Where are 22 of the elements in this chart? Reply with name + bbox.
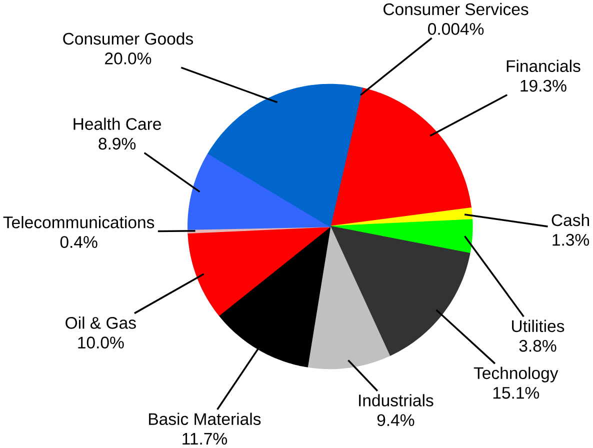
slice-label: Consumer Goods [63,32,193,45]
slice-label: Telecommunications [3,216,154,229]
slice-label: Industrials [359,394,434,407]
slice-label: Technology [474,367,558,383]
data-label: 3.8% [519,340,556,352]
data-label: 0.004% [428,23,484,36]
data-label: 1.3% [552,234,590,246]
slice-label: Oil & Gas [66,316,136,330]
data-label: 9.4% [377,414,414,426]
slice-label: Cash [552,214,589,226]
data-label: 11.7% [182,433,228,445]
data-label: 19.3% [520,80,566,92]
slice-label: Basic Materials [149,412,261,426]
slice-label: Financials [506,60,580,72]
data-label: 8.9% [98,138,136,150]
slice-label: Utilities [512,320,564,332]
slice-label: Health Care [74,118,161,130]
data-label: 20.0% [105,52,152,65]
slice-label: Consumer Services [384,3,528,16]
data-label: 0.4% [60,236,98,248]
data-label: 15.1% [493,387,540,399]
data-label: 10.0% [78,336,124,349]
